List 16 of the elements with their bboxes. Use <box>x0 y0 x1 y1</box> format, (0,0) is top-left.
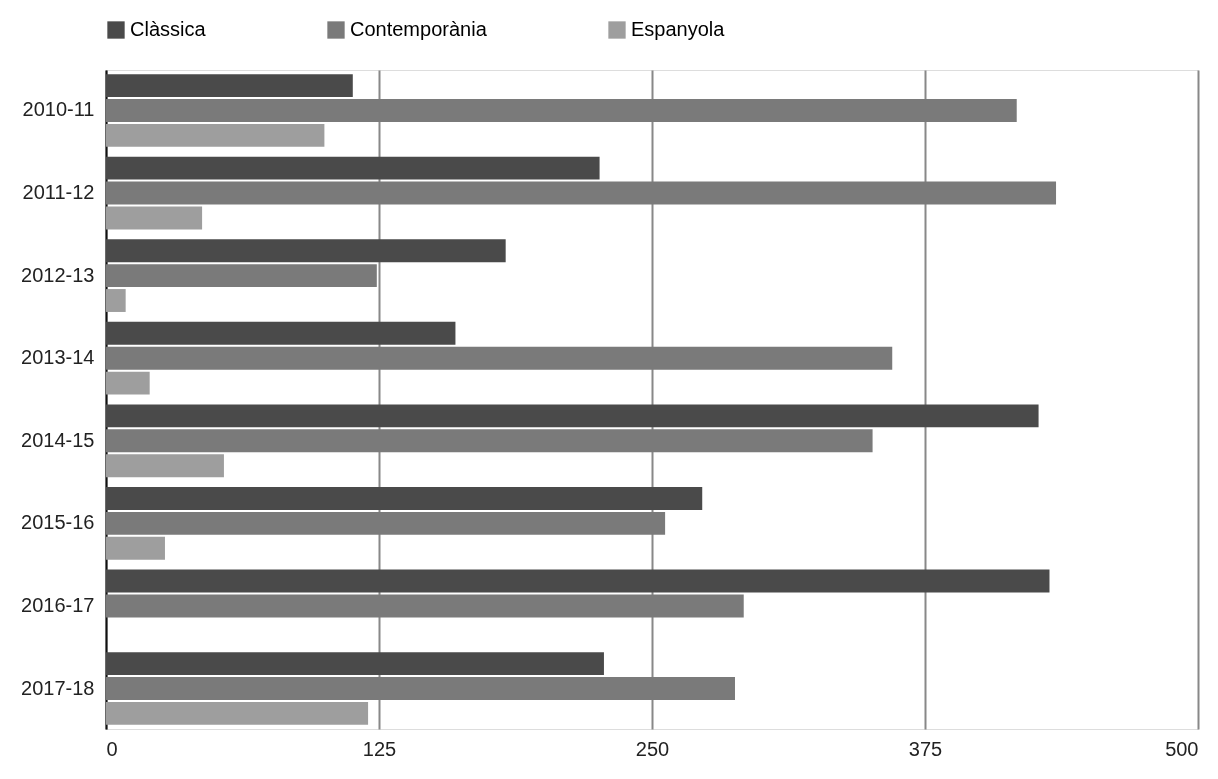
legend-label: Contemporània <box>350 18 488 40</box>
y-tick-label: 2013-14 <box>21 346 95 369</box>
legend-label: Espanyola <box>631 18 726 40</box>
x-tick-label: 0 <box>106 737 118 760</box>
y-tick-label: 2012-13 <box>21 263 95 286</box>
y-tick-label: 2015-16 <box>21 511 95 534</box>
y-tick-label: 2016-17 <box>21 593 95 616</box>
y-tick-label: 2010-11 <box>22 98 95 121</box>
legend-label: Clàssica <box>130 18 207 40</box>
x-tick-label: 500 <box>1165 737 1199 760</box>
x-tick-label: 250 <box>635 737 670 760</box>
y-tick-label: 2014-15 <box>21 428 95 451</box>
x-tick-label: 375 <box>908 737 943 760</box>
y-tick-label: 2011-12 <box>22 181 95 204</box>
y-tick-label: 2017-18 <box>21 676 95 699</box>
x-tick-label: 125 <box>362 737 397 760</box>
